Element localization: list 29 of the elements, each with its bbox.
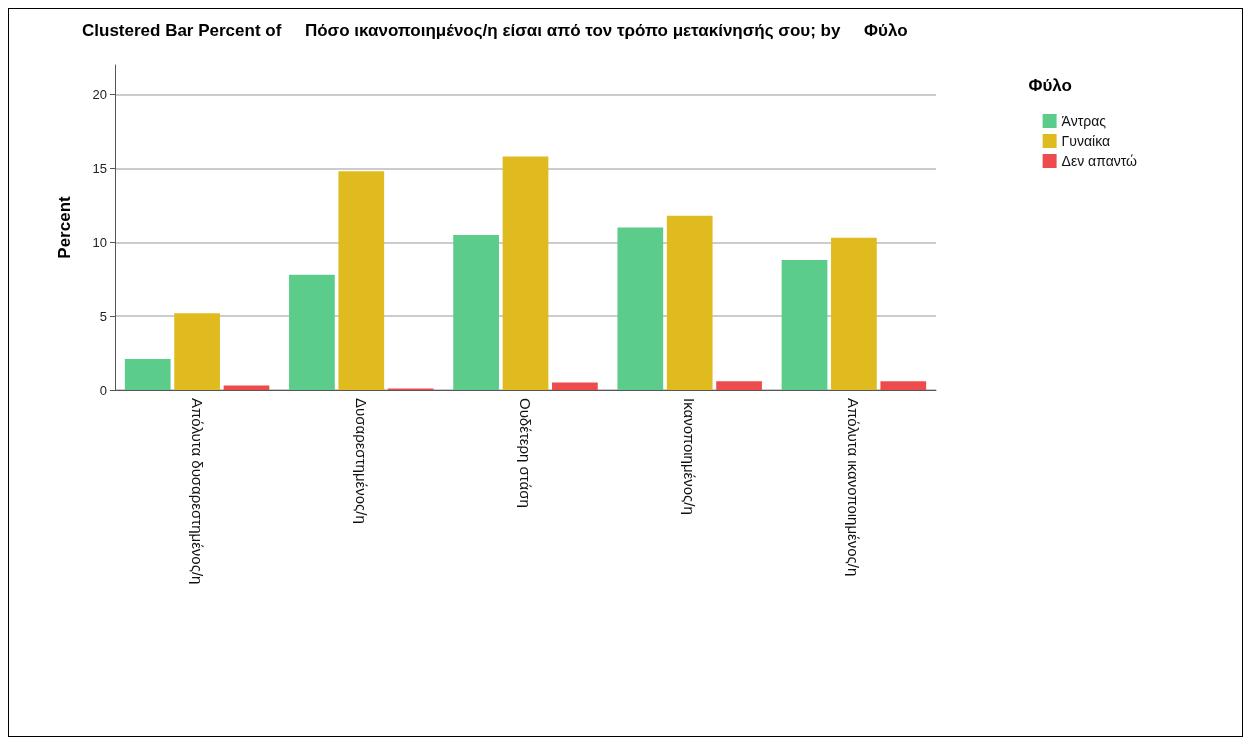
bar	[338, 171, 385, 390]
legend-label: Δεν απαντώ	[1061, 153, 1138, 169]
bar	[502, 156, 549, 390]
bar	[831, 237, 877, 390]
bar	[617, 227, 664, 390]
bar	[880, 381, 927, 390]
chart-title: Clustered Bar Percent of Πόσο ικανοποιημένος/η είσαι από τον τρόπο μετακίνησής σου; by Φύλο	[82, 21, 908, 40]
y-tick-label: 15	[92, 160, 107, 176]
y-axis-title: Percent	[55, 195, 74, 259]
legend-label: Άντρας	[1061, 113, 1107, 129]
bar	[666, 215, 713, 390]
x-tick-label: Απόλυτα δυσαρεστημένος/η	[188, 398, 206, 585]
y-tick-label: 20	[92, 87, 107, 103]
y-tick-label: 0	[99, 382, 107, 398]
y-tick-label: 10	[92, 234, 107, 250]
bar	[124, 358, 171, 390]
bar	[552, 382, 598, 390]
bar	[453, 234, 499, 390]
x-tick-label: Ουδέτερη στάση	[517, 398, 534, 508]
x-tick-label: Δυσαρεστημένος/η	[352, 398, 370, 524]
bar	[289, 274, 335, 390]
y-tick-label: 5	[99, 308, 107, 324]
bar	[174, 313, 220, 390]
legend-label: Γυναίκα	[1061, 133, 1111, 149]
bar	[781, 260, 828, 390]
x-tick-label: Απόλυτα ικανοποιημένος/η	[845, 398, 863, 577]
x-tick-label: Ικανοποιημένος/η	[681, 398, 699, 515]
legend-title: Φύλο	[1028, 76, 1072, 95]
bar	[716, 381, 762, 390]
